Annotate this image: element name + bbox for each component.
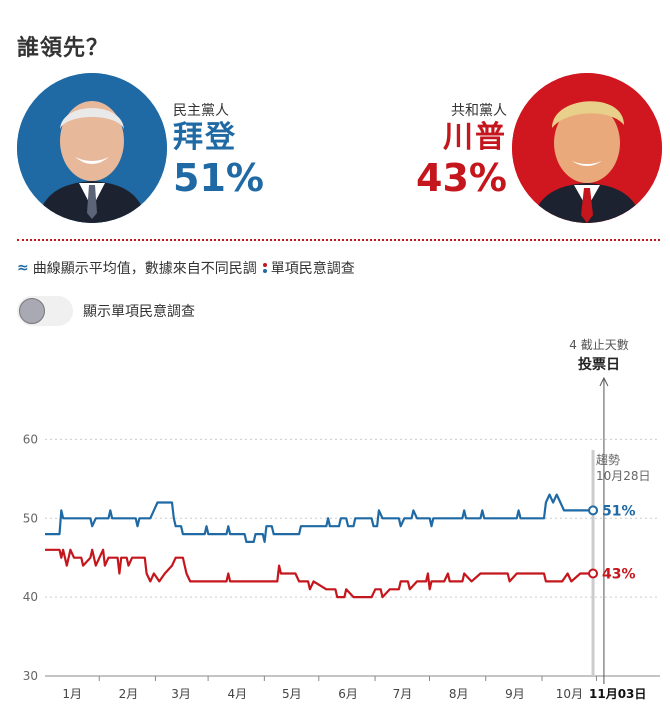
x-tick-label: 1月 xyxy=(62,687,82,701)
trump-summary: 共和黨人 川普 43% xyxy=(416,100,507,200)
trend-date-label: 10月28日 xyxy=(596,469,651,483)
biden-portrait xyxy=(17,73,167,223)
x-tick-label: 6月 xyxy=(338,687,358,701)
election-day-arrow xyxy=(599,376,609,387)
y-tick-label: 40 xyxy=(23,590,38,604)
series-end-point-dem xyxy=(588,505,599,516)
series-end-label-rep: 43% xyxy=(602,566,636,582)
x-tick-label: 7月 xyxy=(393,687,413,701)
x-tick-label: 4月 xyxy=(228,687,248,701)
x-tick-label: 8月 xyxy=(449,687,469,701)
series-end-point-rep xyxy=(588,568,599,579)
x-tick-label: 2月 xyxy=(119,687,139,701)
trump-portrait-icon xyxy=(512,73,662,223)
toggle-knob[interactable] xyxy=(19,298,45,324)
election-date-label: 11月03日 xyxy=(589,687,646,701)
biden-percentage: 51% xyxy=(173,156,264,200)
trump-party: 共和黨人 xyxy=(451,103,507,119)
x-tick-label: 3月 xyxy=(171,687,191,701)
trump-percentage: 43% xyxy=(416,156,507,200)
show-polls-toggle[interactable] xyxy=(17,296,73,326)
election-day-label: 投票日 xyxy=(578,357,620,373)
x-tick-label: 10月 xyxy=(556,687,583,701)
show-polls-label: 顯示單項民意調查 xyxy=(83,304,195,320)
y-tick-label: 50 xyxy=(23,511,38,525)
y-tick-label: 60 xyxy=(23,432,38,446)
page-title: 誰領先？ xyxy=(17,36,110,61)
x-tick-label: 9月 xyxy=(505,687,525,701)
countdown-label: 4 截止天數 xyxy=(569,338,628,352)
section-divider xyxy=(17,239,660,241)
poll-dots-icon xyxy=(262,262,267,274)
trump-name: 川普 xyxy=(443,120,507,155)
series-line-rep xyxy=(45,548,593,599)
average-line-icon: ≈ xyxy=(17,260,29,276)
biden-party: 民主黨人 xyxy=(173,103,229,119)
legend-poll-text: 單項民意調查 xyxy=(270,261,355,277)
legend-average-text: 曲線顯示平均值，數據來自不同民調 xyxy=(32,261,257,277)
y-tick-label: 30 xyxy=(23,669,38,683)
trump-portrait xyxy=(512,73,662,223)
chart-legend: ≈ 曲線顯示平均值，數據來自不同民調 單項民意調查 xyxy=(17,258,355,278)
series-line-dem xyxy=(45,493,593,543)
trend-label: 趨勢 xyxy=(596,452,620,467)
x-tick-label: 5月 xyxy=(282,687,302,701)
biden-summary: 民主黨人 拜登 51% xyxy=(173,100,264,200)
show-polls-toggle-row: 顯示單項民意調查 xyxy=(17,296,195,326)
series-end-label-dem: 51% xyxy=(602,503,636,519)
biden-portrait-icon xyxy=(17,73,167,223)
biden-name: 拜登 xyxy=(173,120,237,155)
